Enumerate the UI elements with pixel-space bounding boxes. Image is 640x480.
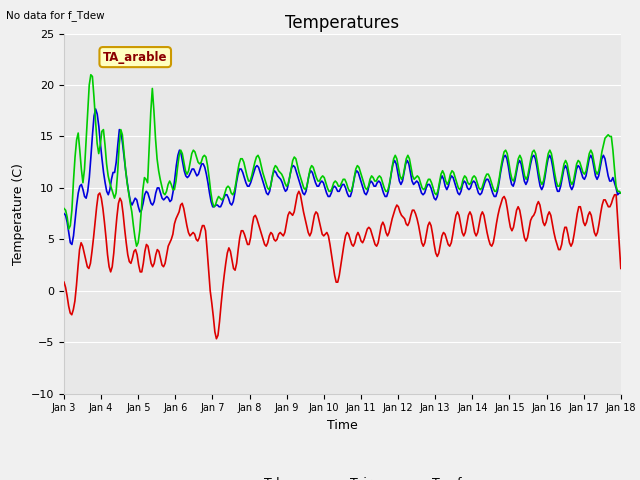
Title: Temperatures: Temperatures xyxy=(285,14,399,32)
Text: No data for f_Tdew: No data for f_Tdew xyxy=(6,10,105,21)
X-axis label: Time: Time xyxy=(327,419,358,432)
Legend: Tsky, Tair, Tsurf: Tsky, Tair, Tsurf xyxy=(218,472,467,480)
Y-axis label: Temperature (C): Temperature (C) xyxy=(12,163,26,264)
Text: TA_arable: TA_arable xyxy=(103,50,168,63)
